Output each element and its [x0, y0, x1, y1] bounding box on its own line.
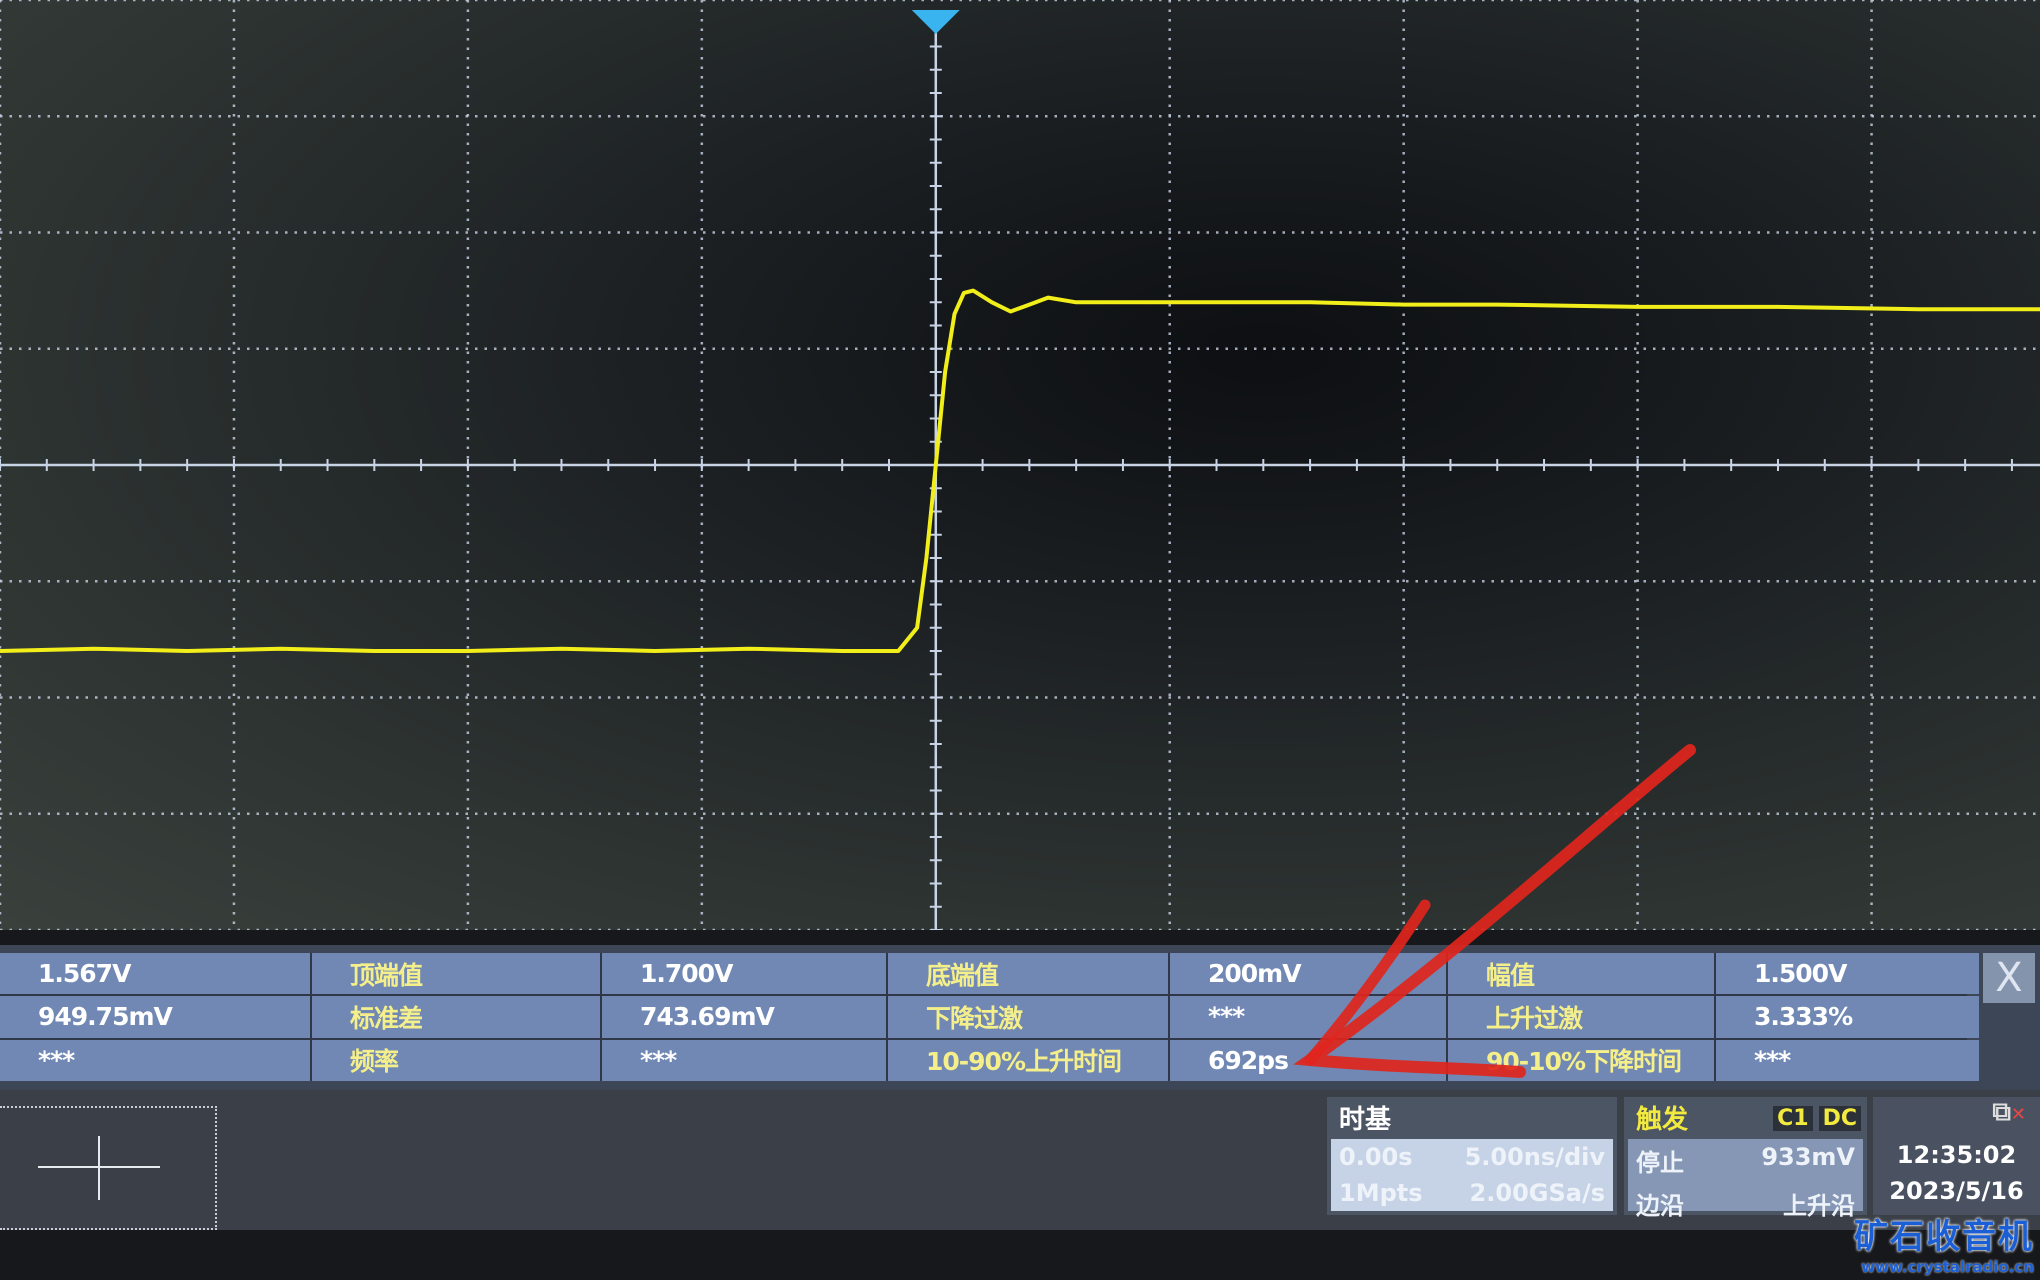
measurement-value: 743.69mV — [602, 996, 886, 1038]
measurement-value: 3.333% — [1716, 996, 1979, 1038]
measurement-value: 200mV — [1170, 953, 1446, 995]
watermark-url: www.crystalradio.cn — [1861, 1258, 2034, 1276]
measurement-label: 上升过激 — [1448, 996, 1714, 1038]
measurement-value: 1.500V — [1716, 953, 1979, 995]
measurement-label: 顶端值 — [312, 953, 600, 995]
clock-date: 2023/5/16 — [1889, 1177, 2024, 1205]
measurement-value: *** — [1170, 996, 1446, 1038]
trigger-coupling: DC — [1818, 1106, 1861, 1131]
measurement-table: 1.567V 顶端值 1.700V 底端值 200mV 幅值 1.500V 949.75mV 标… — [0, 953, 1979, 1081]
measurement-panel: 1.567V 顶端值 1.700V 底端值 200mV 幅值 1.500V 949.75mV 标… — [0, 945, 2040, 1090]
trigger-level: 933mV — [1761, 1143, 1855, 1171]
waveform-plot — [0, 0, 2040, 930]
measurement-label: 10-90%上升时间 — [888, 1039, 1168, 1081]
measurement-value: *** — [0, 1039, 310, 1081]
measurement-label: 频率 — [312, 1039, 600, 1081]
status-bar: 时基 0.00s 5.00ns/div 1Mpts 2.00GSa/s 触发 C1 D… — [0, 1090, 2040, 1230]
measurement-label: 幅值 — [1448, 953, 1714, 995]
watermark-title: 矿石收音机 — [1854, 1217, 2034, 1257]
timebase-delay: 0.00s — [1339, 1143, 1413, 1171]
measurement-label: 90-10%下降时间 — [1448, 1039, 1714, 1081]
measurement-value: 1.700V — [602, 953, 886, 995]
memory-depth: 1Mpts — [1339, 1179, 1423, 1207]
measurement-label: 标准差 — [312, 996, 600, 1038]
trigger-type: 边沿 — [1636, 1192, 1684, 1220]
timebase-title: 时基 — [1339, 1104, 1392, 1135]
measurement-label: 底端值 — [888, 953, 1168, 995]
clock-time: 12:35:02 — [1896, 1141, 2017, 1169]
measurement-value: 1.567V — [0, 953, 310, 995]
timebase-panel[interactable]: 时基 0.00s 5.00ns/div 1Mpts 2.00GSa/s — [1327, 1097, 1617, 1215]
measurement-value: 692ps — [1170, 1039, 1446, 1081]
close-measurements-button[interactable]: X — [1983, 953, 2035, 1003]
crosshair-button[interactable] — [0, 1106, 217, 1230]
channel-1-trace — [0, 288, 2040, 653]
measurement-value: *** — [602, 1039, 886, 1081]
trigger-title: 触发 — [1636, 1104, 1689, 1135]
network-disconnected-icon: ⧉✕ — [1992, 1097, 2026, 1127]
clock-panel: ⧉✕ 12:35:02 2023/5/16 — [1873, 1097, 2040, 1215]
trigger-position-marker — [911, 10, 960, 34]
trigger-slope: 上升沿 — [1783, 1192, 1855, 1220]
measurement-value: *** — [1716, 1039, 1979, 1081]
sample-rate: 2.00GSa/s — [1469, 1179, 1605, 1207]
trigger-source: C1 — [1773, 1106, 1813, 1131]
trigger-panel[interactable]: 触发 C1 DC 停止 933mV 边沿 上升沿 — [1624, 1097, 1867, 1220]
measurement-value: 949.75mV — [0, 996, 310, 1038]
waveform-display — [0, 0, 2040, 930]
trigger-state: 停止 — [1636, 1149, 1684, 1177]
watermark: 矿石收音机 www.crystalradio.cn — [1854, 1209, 2034, 1276]
timebase-scale: 5.00ns/div — [1464, 1143, 1605, 1171]
measurement-label: 下降过激 — [888, 996, 1168, 1038]
